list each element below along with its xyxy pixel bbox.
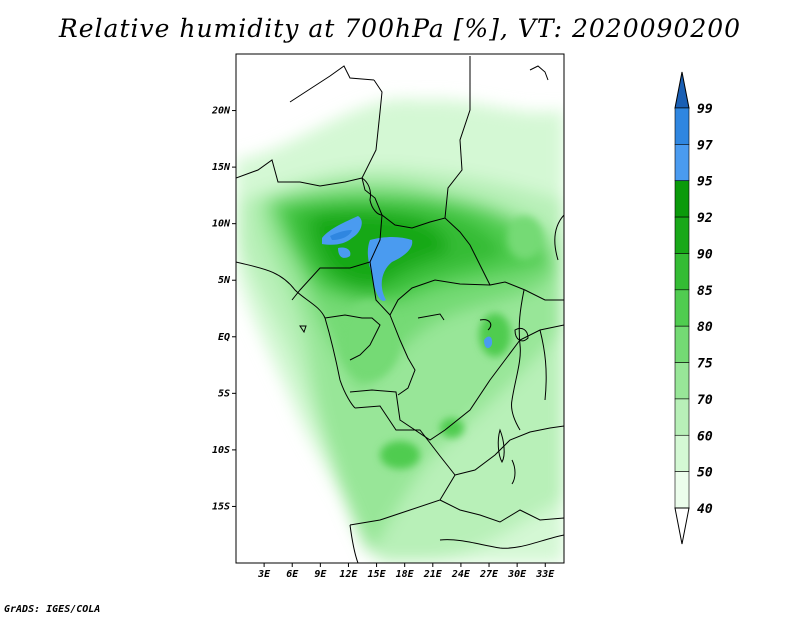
- colorbar-level-label: 85: [697, 284, 713, 299]
- lat-tick-label: 20N: [211, 106, 231, 117]
- colorbar-level-label: 92: [697, 211, 713, 226]
- lon-tick-label: 12E: [339, 569, 358, 580]
- latitude-axis: 20N 15N 10N 5N EQ 5S 10S 15S: [211, 106, 236, 512]
- colorbar-swatch: [674, 471, 690, 509]
- colorbar-swatch: [674, 362, 690, 400]
- lon-tick-label: 15E: [368, 569, 387, 580]
- humidity-core-blue: [322, 216, 493, 349]
- colorbar-swatch: [674, 180, 690, 218]
- colorbar-swatch: [674, 289, 690, 327]
- lat-tick-label: 5N: [218, 275, 231, 286]
- colorbar-swatch: [674, 398, 690, 436]
- colorbar-level-label: 97: [697, 138, 713, 153]
- grads-credit: GrADS: IGES/COLA: [4, 604, 101, 615]
- lat-tick-label: 15N: [212, 162, 231, 173]
- lat-tick-label: 10S: [212, 445, 230, 456]
- lat-tick-label: 15S: [212, 501, 230, 512]
- colorbar-swatch: [674, 144, 690, 182]
- colorbar-swatch: [674, 325, 690, 363]
- lat-tick-label: 5S: [218, 388, 230, 399]
- colorbar-level-label: 90: [697, 247, 713, 262]
- lat-tick-label: 10N: [212, 219, 231, 230]
- lat-tick-label: EQ: [218, 332, 230, 343]
- colorbar-bottom-arrow: [674, 507, 690, 545]
- colorbar-swatch: [674, 107, 690, 145]
- colorbar-level-label: 50: [697, 466, 713, 481]
- colorbar-level-label: 70: [697, 393, 713, 408]
- lon-tick-label: 18E: [396, 569, 415, 580]
- humidity-field: [236, 54, 564, 563]
- longitude-axis: 3E 6E 9E 12E 15E 18E 21E 24E 27E 30E 33E: [257, 563, 555, 580]
- colorbar-level-label: 95: [697, 175, 713, 190]
- lon-tick-label: 6E: [286, 569, 299, 580]
- colorbar-level-label: 80: [697, 320, 713, 335]
- country-borders: [236, 56, 564, 563]
- colorbar: 99 97 95 92 90 85 80 75 70 60 50 40: [674, 71, 713, 545]
- colorbar-level-label: 99: [697, 102, 713, 117]
- lon-tick-label: 21E: [423, 569, 443, 580]
- lon-tick-label: 33E: [535, 569, 555, 580]
- lon-tick-label: 3E: [257, 569, 271, 580]
- colorbar-level-label: 60: [697, 429, 713, 444]
- lake-outlines: [299, 313, 529, 485]
- lon-tick-label: 27E: [479, 569, 499, 580]
- colorbar-level-label: 40: [697, 502, 713, 517]
- colorbar-swatch: [674, 253, 690, 291]
- lon-tick-label: 24E: [451, 569, 471, 580]
- map-title: Relative humidity at 700hPa [%], VT: 202…: [58, 14, 742, 43]
- colorbar-level-label: 75: [697, 357, 713, 372]
- lon-tick-label: 30E: [507, 569, 527, 580]
- colorbar-swatch: [674, 434, 690, 472]
- map-frame: [235, 53, 565, 564]
- colorbar-top-arrow: [674, 71, 690, 109]
- lon-tick-label: 9E: [314, 569, 327, 580]
- colorbar-swatch: [674, 216, 690, 254]
